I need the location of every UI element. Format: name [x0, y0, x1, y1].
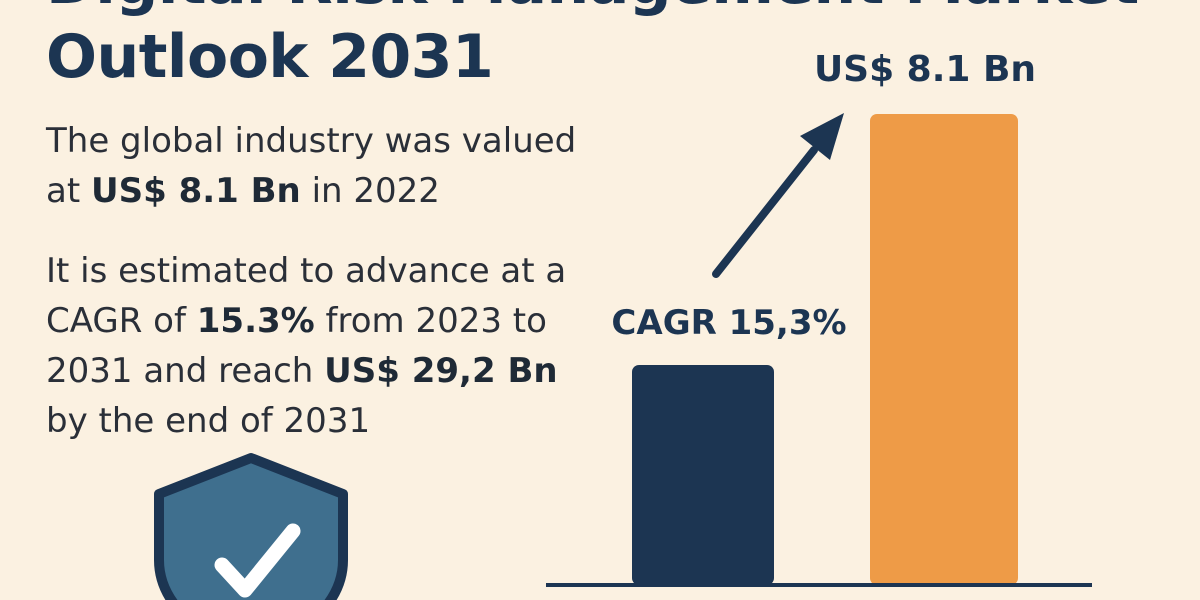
- checkmark-icon: [214, 523, 301, 598]
- forecast-text-a: CAGR of: [46, 301, 197, 341]
- forecast-line-1: It is estimated to advance at a: [46, 251, 567, 291]
- valuation-text-c: in 2022: [300, 171, 440, 211]
- bars-layer: [632, 114, 1018, 585]
- value-label-2031: US$ 8.1 Bn: [814, 49, 1036, 90]
- bar-2022: [632, 365, 774, 585]
- valuation-amount: US$ 8.1 Bn: [90, 171, 301, 211]
- page-title: Outlook 2031: [46, 22, 494, 92]
- valuation-text-a: at: [46, 171, 91, 211]
- bar-2031: [870, 114, 1018, 585]
- forecast-line-3: 2031 and reach US$ 29,2 Bn: [46, 346, 566, 396]
- valuation-paragraph: The global industry was valued at US$ 8.…: [46, 116, 576, 216]
- growth-arrow-icon: [712, 113, 844, 278]
- forecast-line-4: by the end of 2031: [46, 401, 371, 441]
- forecast-amount: US$ 29,2 Bn: [324, 351, 558, 391]
- forecast-text-c: from 2023 to: [314, 301, 547, 341]
- forecast-paragraph: It is estimated to advance at a CAGR of …: [46, 246, 566, 446]
- valuation-line-2: at US$ 8.1 Bn in 2022: [46, 166, 576, 216]
- forecast-cagr: 15.3%: [196, 301, 315, 341]
- cagr-annotation: CAGR 15,3%: [611, 303, 846, 343]
- page-title-top-line: Digital Risk Management Market: [46, 0, 1139, 18]
- valuation-line-1: The global industry was valued: [46, 121, 577, 161]
- forecast-text-d: 2031 and reach: [46, 351, 325, 391]
- shield-check-icon: [154, 453, 348, 600]
- forecast-line-2: CAGR of 15.3% from 2023 to: [46, 296, 566, 346]
